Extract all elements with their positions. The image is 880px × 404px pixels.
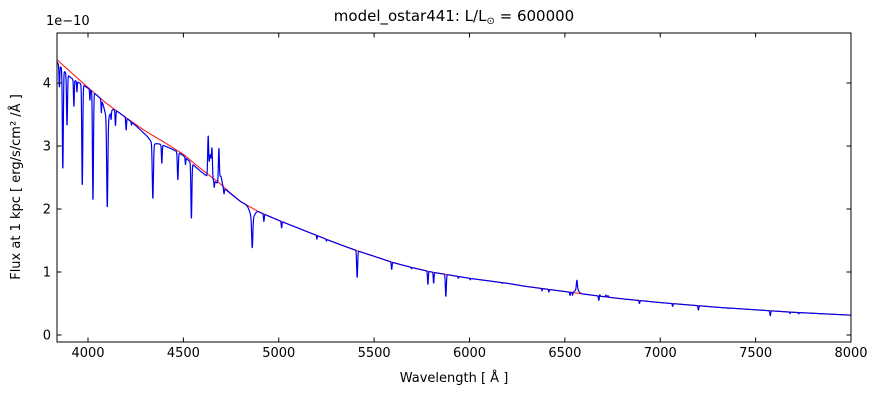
- y-tick-label: 4: [43, 77, 51, 92]
- x-tick-label: 5500: [358, 346, 391, 361]
- plot-title-suffix: = 600000: [495, 7, 574, 25]
- x-tick-label: 7500: [739, 346, 772, 361]
- y-axis-offset-label: 1e−10: [46, 14, 90, 29]
- x-tick-label: 7000: [644, 346, 677, 361]
- axis-ticks: [57, 33, 852, 342]
- x-axis-label: Wavelength [ Å ]: [400, 370, 509, 386]
- y-tick-label: 0: [43, 329, 51, 344]
- sun-symbol: ⊙: [486, 16, 494, 27]
- x-tick-label: 4500: [167, 346, 200, 361]
- x-tick-label: 4000: [71, 346, 104, 361]
- x-tick-label: 8000: [834, 346, 867, 361]
- plot-title-prefix: model_ostar441: L/L: [334, 7, 487, 26]
- continuum-line: [56, 59, 851, 316]
- x-tick-label: 5000: [262, 346, 295, 361]
- x-tick-labels: 4000 4500 5000 5500 6000 6500 7000 7500 8000: [71, 346, 867, 361]
- spectrum-line: [56, 61, 852, 317]
- y-tick-label: 2: [43, 203, 51, 218]
- y-tick-labels: 0 1 2 3 4: [43, 77, 51, 344]
- y-tick-label: 1: [43, 266, 51, 281]
- plot-title: model_ostar441: L/L⊙ = 600000: [334, 7, 574, 27]
- x-tick-label: 6000: [453, 346, 486, 361]
- x-tick-label: 6500: [548, 346, 581, 361]
- plot-area-border: [56, 32, 852, 343]
- y-axis-label: Flux at 1 kpc [ erg/s/cm² /Å ]: [8, 94, 24, 280]
- y-tick-label: 3: [43, 140, 51, 155]
